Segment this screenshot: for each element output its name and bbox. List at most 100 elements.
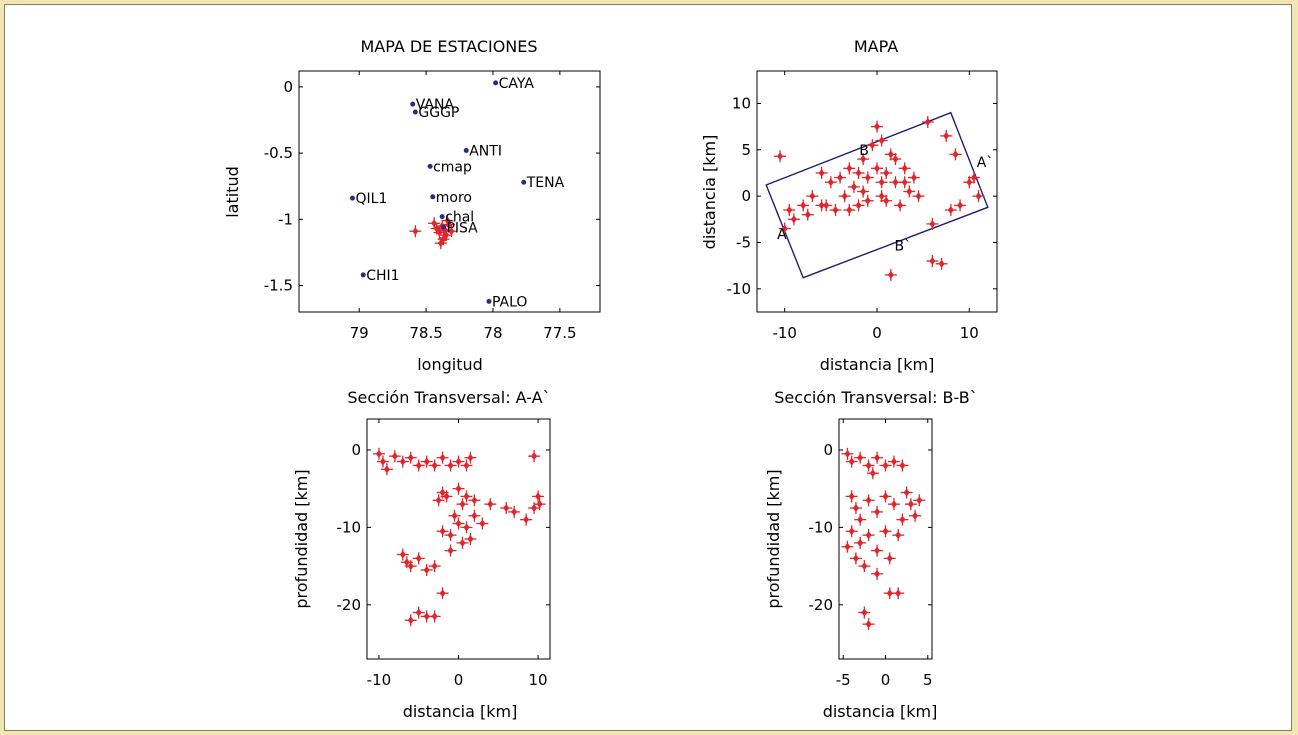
station-point [360,272,366,278]
y-axis-label: distancia [km] [700,135,719,250]
event-point [778,222,791,235]
event-point [412,459,425,472]
station-label: CHI1 [366,268,399,284]
event-point [852,199,865,212]
event-point [858,606,871,619]
ticks: -5 0 5 0 -10 -20 [809,419,933,689]
event-point [871,505,884,518]
event-point [452,482,465,495]
event-point [824,176,837,189]
y-tick-label: -1 [278,210,293,228]
panel-seccion-b: Sección Transversal: B-B` distancia [km]… [764,388,978,721]
station-point [439,214,445,220]
event-point [428,217,441,230]
event-point [907,171,920,184]
station-point [427,163,433,169]
station: moro [430,190,472,206]
station: cmap [427,159,472,175]
event-point [409,225,422,238]
chart-title: MAPA [854,37,898,56]
y-tick-label: -1.5 [264,277,293,295]
event-point [404,451,417,464]
event-point [460,459,473,472]
panel-seccion-a: Sección Transversal: A-A` distancia [km]… [292,388,551,721]
chart-title: MAPA DE ESTACIONES [360,37,537,56]
event-point [849,502,862,515]
event-point [926,255,939,268]
station-point [493,80,499,86]
event-point [935,257,948,270]
figure-frame: MAPA DE ESTACIONES longitud latitud 79 78… [4,4,1292,731]
event-point [452,455,465,468]
event-point [887,455,900,468]
x-axis-label: distancia [km] [403,702,518,721]
event-point [894,199,907,212]
event-point [879,459,892,472]
event-point [444,544,457,557]
event-point [967,171,980,184]
y-tick-label: -10 [809,518,834,536]
event-point [420,455,433,468]
event-point [396,455,409,468]
event-point [388,450,401,463]
event-point [432,494,445,507]
marks [841,447,926,631]
event-point [801,208,814,221]
station-label: VANA [416,97,455,113]
event-point [841,447,854,460]
x-tick-label: -5 [836,671,851,689]
x-tick-label: 79 [350,324,369,342]
event-point [921,115,934,128]
section-box [765,111,989,279]
x-tick-label: 5 [923,671,933,689]
event-point [436,451,449,464]
event-point [898,176,911,189]
station-label: moro [436,190,472,206]
event-point [420,563,433,576]
event-point [949,148,962,161]
event-point [889,153,902,166]
station-point [430,194,436,200]
x-tick-label: 10 [529,671,548,689]
event-point [898,162,911,175]
station: VANA [410,97,454,113]
chart-title: Sección Transversal: A-A` [347,388,550,407]
event-point [849,552,862,565]
event-point [460,490,473,503]
event-point [464,533,477,545]
event-point [380,463,393,476]
event-point [862,618,875,631]
station: PALO [486,294,527,310]
event-point [445,225,458,238]
event-point [854,451,867,464]
ticks: 79 78.5 78 77.5 0 -0.5 -1 -1.5 [264,71,600,342]
y-tick-label: 10 [732,94,751,112]
event-point [430,222,443,235]
event-point [412,606,425,619]
event-point [484,498,497,511]
event-point [903,185,916,198]
event-point [862,529,875,542]
event-point [854,536,867,549]
plot-area [756,70,998,313]
ticks: -10 0 10 10 5 0 -5 -10 [727,71,997,342]
event-point [845,455,858,468]
event-point [880,194,893,207]
x-tick-label: 0 [872,324,882,342]
event-point [854,513,867,526]
y-tick-label: 0 [351,441,361,459]
y-axis-label: profundidad [km] [764,469,783,608]
event-point [436,486,449,499]
station-point [463,147,469,153]
event-point [396,548,409,561]
event-point [456,498,469,511]
station: TENA [521,175,565,191]
station-label: TENA [526,175,565,191]
event-point [912,190,925,203]
station-label: ANTI [469,143,502,159]
station-point [412,109,418,115]
event-point [464,451,477,464]
x-axis-label: distancia [km] [820,355,935,374]
event-point [428,610,441,623]
